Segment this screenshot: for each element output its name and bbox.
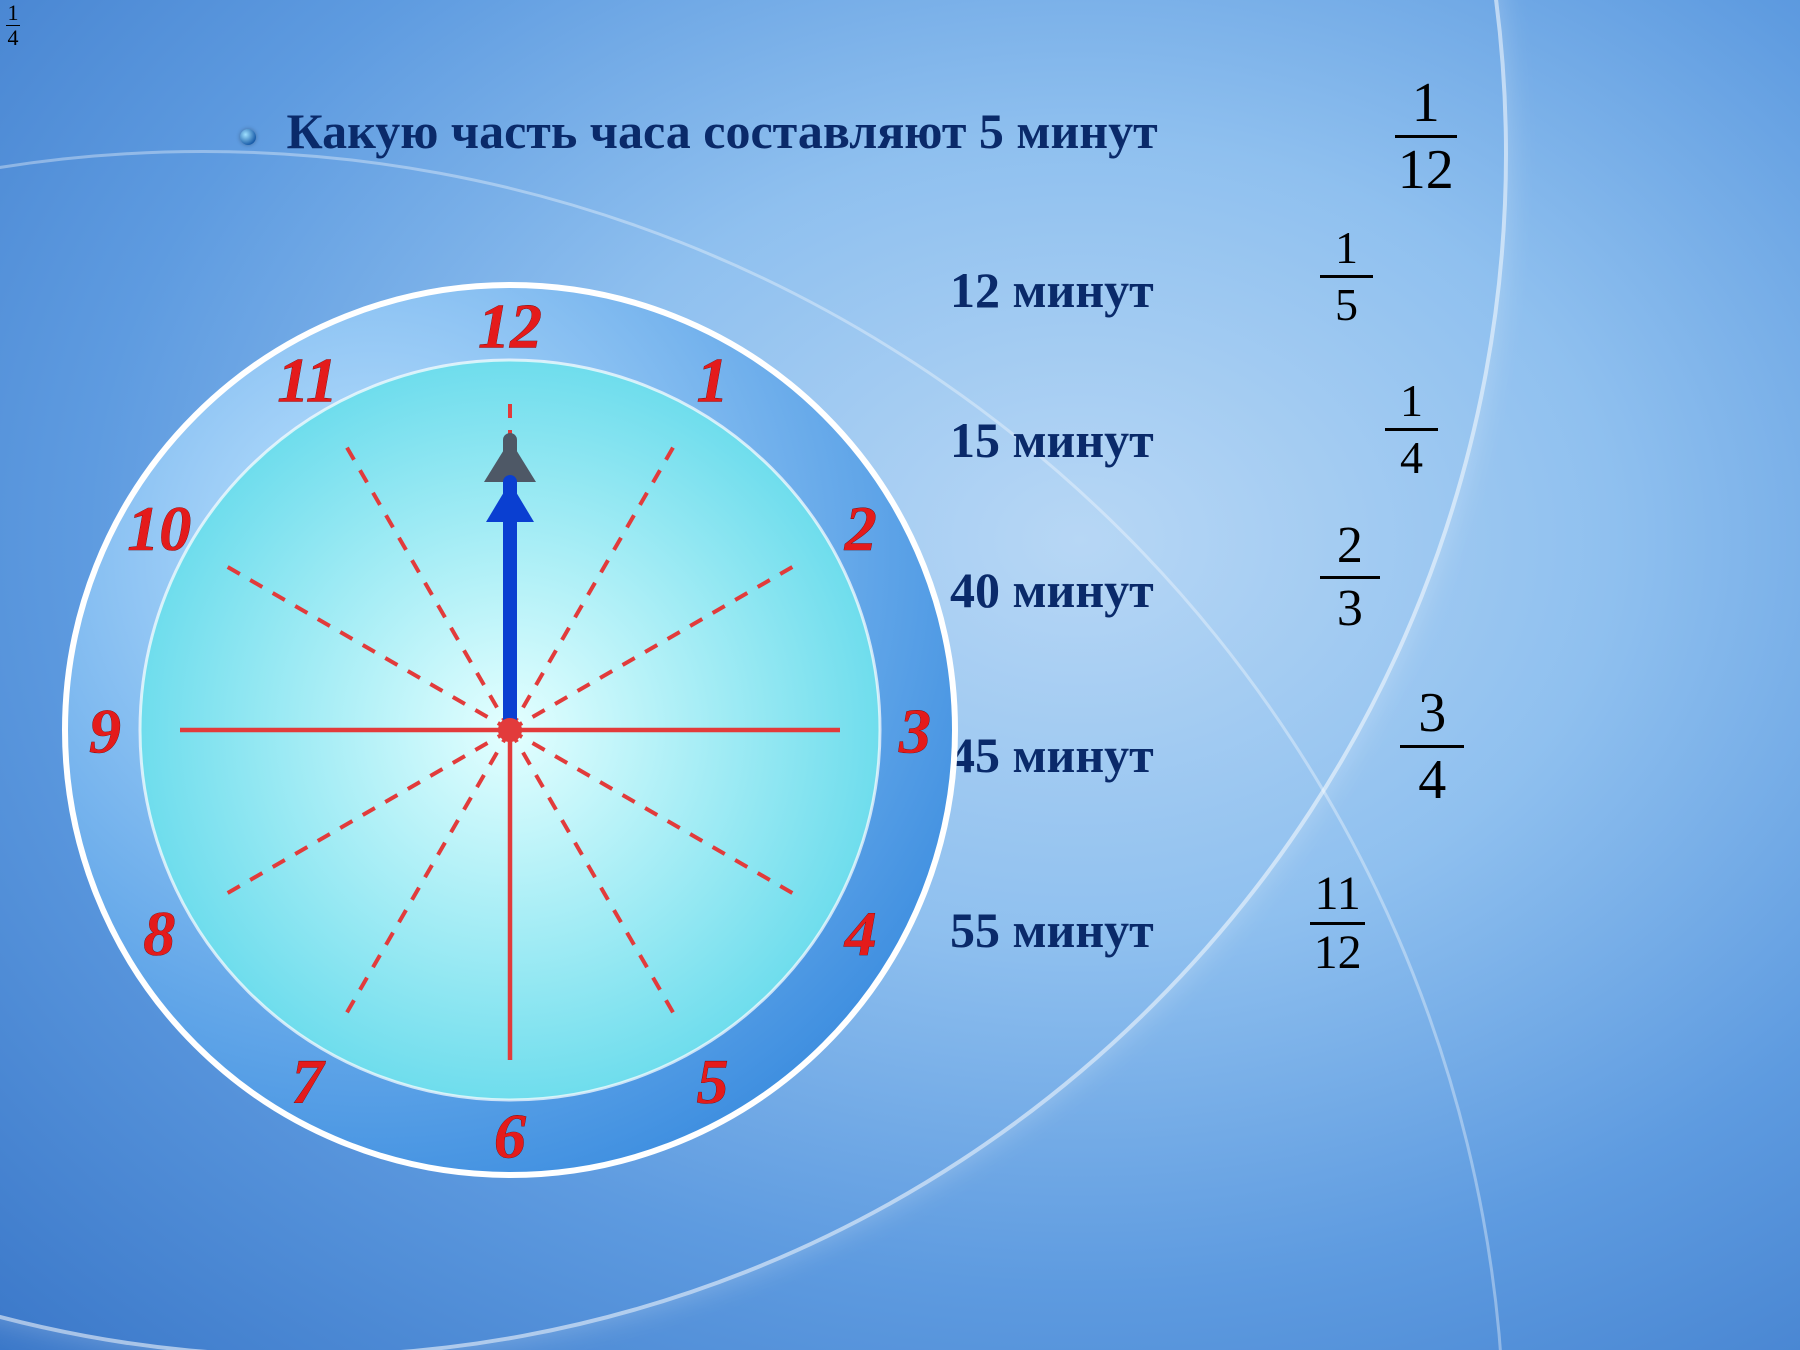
answer-fraction: 34: [1400, 685, 1464, 808]
answer-row: 40 минут: [950, 555, 1154, 619]
fraction-den: 5: [1320, 282, 1373, 328]
fraction-num: 11: [1310, 870, 1365, 918]
answer-label: 12 минут: [950, 261, 1154, 319]
bullet-icon: [240, 129, 256, 145]
answer-fraction: 15: [1320, 225, 1373, 328]
answer-row: 45 минут: [950, 720, 1154, 784]
clock-svg: 123456789101112: [60, 280, 960, 1180]
clock-numeral: 7: [292, 1046, 327, 1117]
clock-numeral: 12: [478, 290, 542, 361]
title-text: Какую часть часа составляют 5 минут: [287, 103, 1158, 159]
clock-numeral: 11: [277, 345, 337, 416]
answer-fraction: 23: [1320, 520, 1380, 635]
fraction-num: 1: [1385, 378, 1438, 424]
fraction-num: 1: [1320, 225, 1373, 271]
fraction-bar: [1385, 428, 1438, 431]
clock-numeral: 4: [844, 898, 877, 969]
fraction-den: 3: [1320, 583, 1380, 635]
fraction-den: 12: [1310, 929, 1365, 977]
slide: 1 4 Какую часть часа составляют 5 минут …: [0, 0, 1800, 1350]
clock-numeral: 1: [697, 345, 729, 416]
corner-fraction: 1 4: [6, 2, 20, 49]
fraction-bar: [1310, 922, 1365, 925]
title-fraction-num: 1: [1395, 75, 1457, 131]
answer-row: 15 минут: [950, 405, 1154, 469]
answer-label: 55 минут: [950, 901, 1154, 959]
answer-label: 40 минут: [950, 561, 1154, 619]
corner-fraction-den: 4: [6, 27, 20, 49]
answer-fraction: 1112: [1310, 870, 1365, 977]
fraction-den: 4: [1385, 435, 1438, 481]
answer-row: 12 минут: [950, 255, 1154, 319]
clock-numeral: 2: [844, 493, 877, 564]
title-fraction: 1 12: [1395, 75, 1457, 198]
title-row: Какую часть часа составляют 5 минут: [240, 102, 1158, 160]
fraction-num: 3: [1400, 685, 1464, 741]
fraction-bar: [1320, 576, 1380, 579]
clock-numeral: 9: [89, 695, 121, 766]
fraction-bar: [1320, 275, 1373, 278]
clock: 123456789101112: [60, 280, 960, 1180]
clock-numeral: 10: [127, 493, 191, 564]
clock-numeral: 5: [697, 1046, 729, 1117]
answer-label: 45 минут: [950, 726, 1154, 784]
fraction-den: 4: [1400, 752, 1464, 808]
title-fraction-den: 12: [1395, 142, 1457, 198]
fraction-num: 2: [1320, 520, 1380, 572]
clock-numeral: 8: [143, 898, 175, 969]
answer-row: 55 минут: [950, 895, 1154, 959]
corner-fraction-num: 1: [6, 2, 20, 24]
clock-numeral: 6: [494, 1100, 526, 1171]
clock-numeral: 3: [898, 695, 931, 766]
answer-fraction: 14: [1385, 378, 1438, 481]
fraction-bar: [1400, 745, 1464, 748]
answer-label: 15 минут: [950, 411, 1154, 469]
fraction-bar: [1395, 135, 1457, 138]
